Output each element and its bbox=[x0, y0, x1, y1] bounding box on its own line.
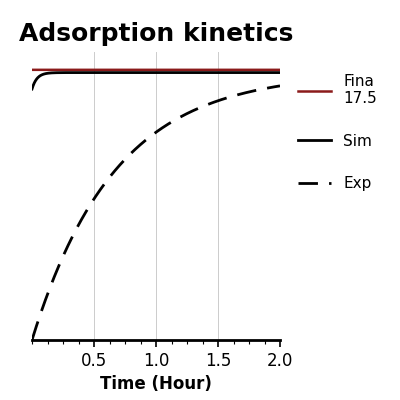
Fina
17.5 bbox=[30, 68, 34, 72]
Line: Exp: Exp bbox=[32, 86, 280, 340]
Exp bbox=[225, 95, 230, 100]
Exp bbox=[270, 85, 275, 90]
Line: Sim: Sim bbox=[32, 72, 280, 89]
Exp bbox=[150, 132, 155, 137]
Fina
17.5 bbox=[150, 68, 155, 72]
Sim bbox=[225, 70, 230, 75]
Exp bbox=[30, 338, 34, 342]
Title: Adsorption kinetics: Adsorption kinetics bbox=[19, 22, 293, 46]
Fina
17.5 bbox=[278, 68, 282, 72]
Sim bbox=[150, 70, 155, 75]
Fina
17.5 bbox=[270, 68, 275, 72]
Fina
17.5 bbox=[144, 68, 148, 72]
Fina
17.5 bbox=[42, 68, 47, 72]
Sim bbox=[144, 70, 148, 75]
Exp bbox=[270, 85, 275, 90]
Sim bbox=[278, 70, 282, 75]
Sim bbox=[270, 70, 275, 75]
Legend: Fina
17.5, Sim, Exp: Fina 17.5, Sim, Exp bbox=[298, 74, 377, 192]
Exp bbox=[278, 84, 282, 88]
Sim bbox=[270, 70, 275, 75]
Exp bbox=[144, 138, 148, 142]
Sim bbox=[30, 87, 34, 92]
Exp bbox=[42, 300, 47, 304]
Fina
17.5 bbox=[270, 68, 275, 72]
Sim bbox=[201, 70, 206, 75]
Sim bbox=[42, 72, 47, 76]
Fina
17.5 bbox=[225, 68, 230, 72]
X-axis label: Time (Hour): Time (Hour) bbox=[100, 375, 212, 393]
